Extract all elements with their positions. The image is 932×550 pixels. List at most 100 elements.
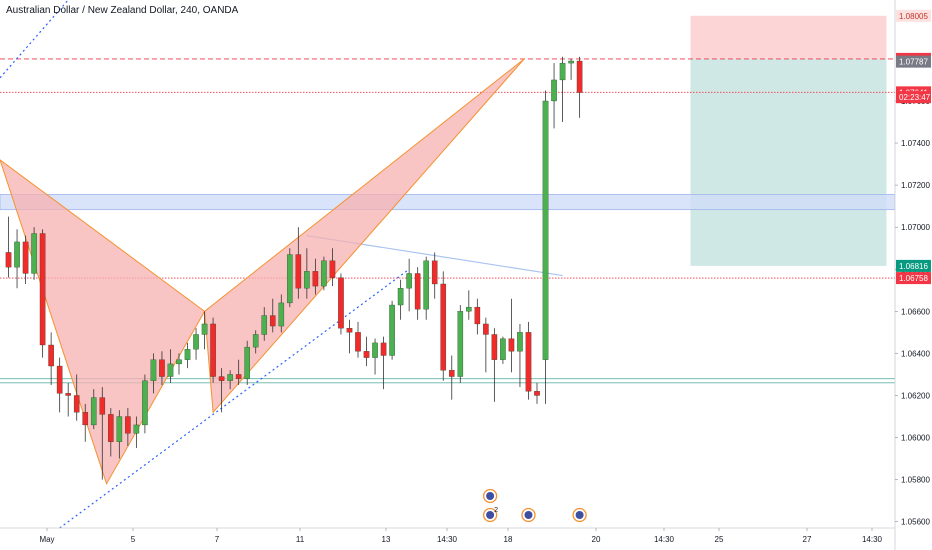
price-axis-layer: 1.05600 1.05800 1.06000 1.06200 1.06400 1.066… [894, 0, 932, 550]
candle-body-12 [108, 414, 114, 442]
chart-zones-layer [0, 15, 896, 266]
price-label-0: 1.08005 [899, 12, 928, 21]
candle-body-27 [235, 374, 242, 379]
y-tick-label-3: 1.06200 [901, 391, 930, 400]
candle-body-5 [48, 344, 54, 367]
candle-body-1 [14, 241, 20, 268]
event-flag-3 [575, 511, 584, 519]
candle-body-33 [287, 254, 293, 304]
x-tick-label-4: 13 [382, 535, 391, 544]
candle-body-35 [304, 271, 310, 289]
x-tick-label-2: 7 [215, 535, 220, 544]
price-label-6: 1.06758 [899, 274, 928, 283]
candle-body-23 [201, 323, 208, 335]
candle-body-8 [73, 395, 80, 413]
candle-body-2 [22, 241, 29, 274]
candle-body-34 [295, 254, 302, 289]
candle-body-41 [355, 332, 361, 352]
candle-body-29 [252, 334, 259, 348]
candle-body-17 [150, 359, 157, 381]
candle-body-3 [31, 233, 37, 274]
chart-title: Australian Dollar / New Zealand Dollar, … [6, 5, 239, 16]
candle-body-62 [534, 391, 540, 396]
x-tick-label-9: 25 [715, 535, 724, 544]
candle-body-67 [576, 60, 583, 93]
candle-body-58 [500, 338, 506, 360]
candle-body-48 [414, 273, 421, 310]
x-tick-label-10: 27 [803, 535, 812, 544]
candle-body-9 [82, 412, 89, 426]
y-tick-label-4: 1.06400 [901, 349, 930, 358]
time-axis-layer: May 5 7 11 13 14:30 18 20 14:30 25 27 14:30 [0, 527, 895, 544]
candle-body-4 [39, 233, 46, 346]
candle-body-45 [389, 304, 395, 356]
candle-body-52 [448, 370, 455, 377]
candle-body-10 [90, 397, 97, 426]
x-tick-label-5: 14:30 [437, 535, 458, 544]
candle-body-6 [56, 365, 63, 394]
candle-body-14 [125, 416, 131, 434]
x-tick-label-7: 20 [592, 535, 601, 544]
candle-body-26 [227, 374, 233, 381]
candle-body-20 [176, 359, 182, 365]
candle-body-38 [329, 260, 336, 278]
x-tick-label-11: 14:30 [862, 535, 883, 544]
event-badge-1: 2 [494, 507, 498, 514]
y-tick-label-8: 1.07200 [901, 181, 930, 190]
candle-body-32 [278, 302, 285, 327]
y-tick-label-9: 1.07400 [901, 139, 930, 148]
x-tick-label-0: May [39, 535, 54, 544]
candle-body-36 [312, 271, 319, 287]
y-tick-label-7: 1.07000 [901, 223, 930, 232]
candle-body-63 [542, 100, 549, 360]
candle-body-31 [269, 315, 276, 327]
price-label-bg-2 [896, 55, 931, 68]
candle-body-19 [167, 363, 174, 377]
candle-body-56 [483, 323, 489, 335]
candle-body-53 [457, 311, 464, 377]
y-tick-label-1: 1.05800 [901, 476, 930, 485]
candle-body-65 [559, 62, 566, 81]
candle-body-30 [261, 315, 268, 335]
price-label-5: 1.06816 [899, 262, 928, 271]
candle-body-54 [466, 306, 472, 312]
candle-body-49 [423, 260, 429, 310]
candle-body-13 [116, 416, 123, 442]
candle-body-57 [491, 334, 498, 360]
event-flag-1 [486, 511, 495, 519]
pattern-triangle-bcd [204, 58, 525, 414]
y-tick-label-5: 1.06600 [901, 307, 930, 316]
candle-body-39 [338, 277, 344, 329]
events-layer: 2 [482, 488, 587, 523]
candle-body-16 [142, 380, 148, 426]
candle-body-15 [133, 424, 140, 434]
x-tick-label-8: 14:30 [654, 535, 675, 544]
take-profit-zone [690, 58, 887, 266]
candle-body-55 [474, 306, 481, 325]
candle-body-44 [380, 342, 387, 356]
candle-body-64 [551, 79, 557, 102]
price-label-2: 1.07787 [899, 58, 928, 67]
candle-body-59 [508, 338, 515, 352]
candle-body-40 [346, 328, 353, 333]
price-label-bg-5 [896, 259, 931, 272]
candle-body-43 [372, 342, 378, 358]
event-flag-2 [524, 511, 533, 519]
price-label-bg-6 [896, 272, 931, 285]
candles-layer [5, 56, 583, 480]
candle-body-25 [218, 376, 225, 381]
candle-body-11 [99, 397, 106, 415]
candle-body-37 [321, 260, 327, 287]
x-tick-label-3: 11 [296, 535, 305, 544]
support-zone [0, 194, 896, 211]
candle-body-28 [244, 346, 250, 379]
candle-body-21 [184, 349, 191, 360]
candle-body-61 [525, 332, 532, 392]
event-flag-0 [486, 492, 495, 500]
price-label-4: 02:23:47 [899, 93, 931, 102]
trend-line-0 [0, 0, 69, 79]
candle-body-66 [568, 60, 574, 64]
candle-body-18 [159, 359, 165, 377]
price-label-bg-0 [896, 9, 931, 22]
